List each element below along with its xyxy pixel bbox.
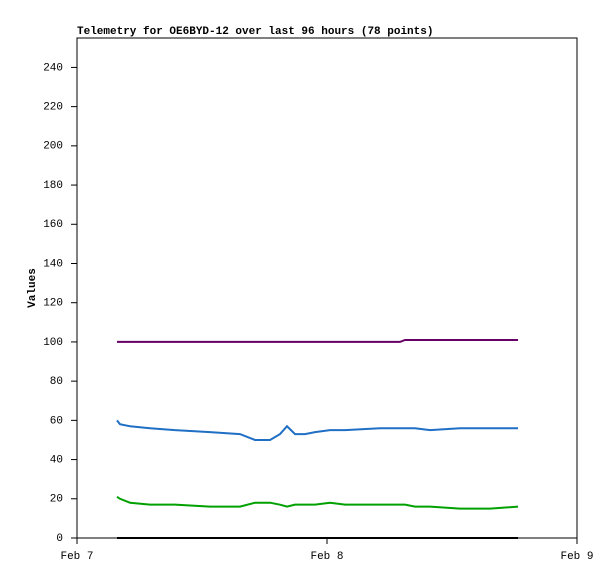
chart-title: Telemetry for OE6BYD-12 over last 96 hou… — [77, 26, 433, 38]
y-tick-label: 220 — [43, 102, 63, 114]
y-tick-label: 180 — [43, 180, 63, 192]
series-line — [117, 338, 519, 343]
y-tick-label: 120 — [43, 298, 63, 310]
x-tick-label: Feb 7 — [60, 551, 93, 563]
y-tick-label: 80 — [50, 376, 63, 388]
series-line — [116, 419, 519, 441]
y-tick-label: 240 — [43, 62, 63, 74]
y-tick-label: 140 — [43, 258, 63, 270]
y-tick-label: 200 — [43, 141, 63, 153]
y-tick-label: 100 — [43, 337, 63, 349]
y-tick-label: 40 — [50, 454, 63, 466]
y-axis-label: Values — [27, 268, 39, 308]
y-tick-label: 60 — [50, 415, 63, 427]
x-tick-label: Feb 9 — [560, 551, 593, 563]
y-tick-label: 0 — [56, 533, 63, 545]
series-line — [116, 495, 519, 510]
y-tick-label: 160 — [43, 219, 63, 231]
x-tick-label: Feb 8 — [310, 551, 343, 563]
y-tick-label: 20 — [50, 494, 63, 506]
